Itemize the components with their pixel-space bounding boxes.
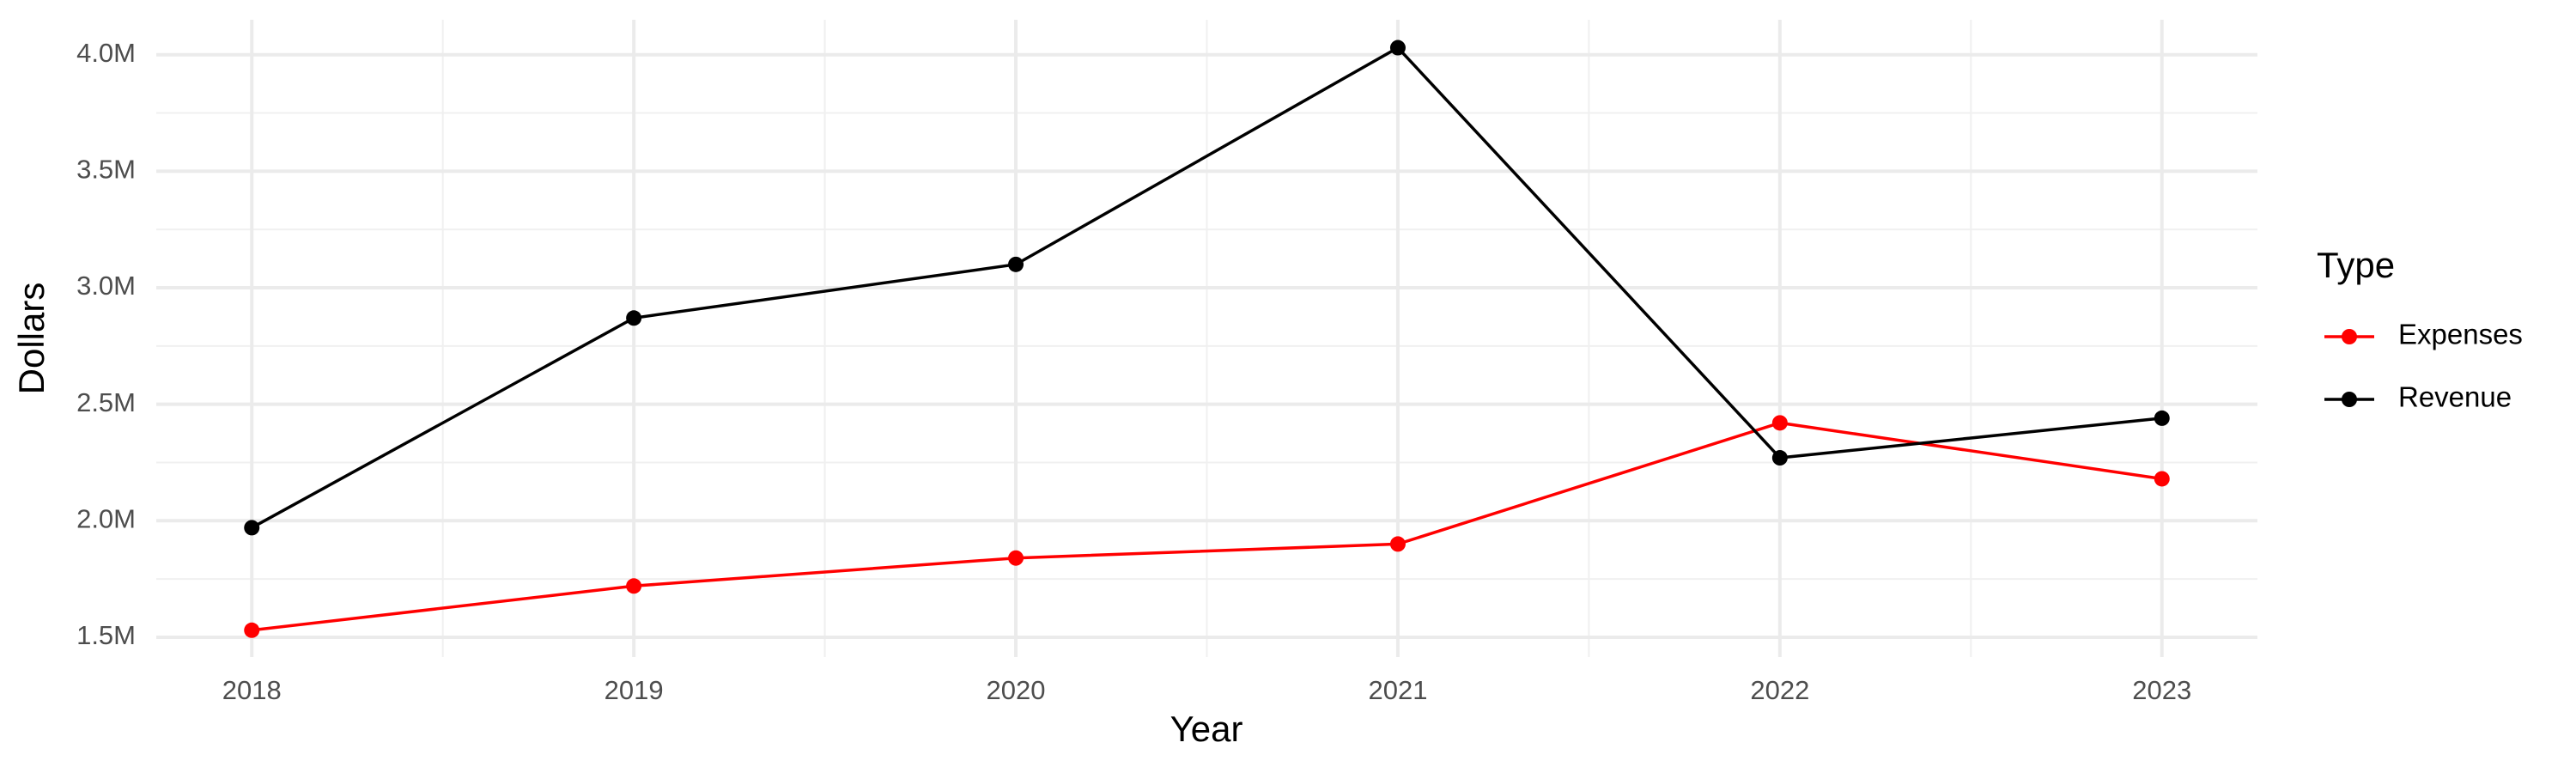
x-tick-label: 2022 xyxy=(1750,675,1809,705)
data-point xyxy=(2154,410,2170,426)
x-tick-label: 2023 xyxy=(2132,675,2191,705)
y-axis-title: Dollars xyxy=(11,283,52,395)
data-point xyxy=(1771,415,1788,431)
x-tick-label: 2018 xyxy=(222,675,282,705)
data-point xyxy=(1389,536,1406,552)
legend-label: Expenses xyxy=(2398,319,2523,350)
x-tick-label: 2020 xyxy=(987,675,1046,705)
data-point xyxy=(1389,40,1406,56)
y-tick-label: 3.0M xyxy=(76,271,136,301)
legend-label: Revenue xyxy=(2398,381,2512,413)
data-point xyxy=(2154,471,2170,487)
data-point xyxy=(1008,256,1024,272)
data-point xyxy=(244,520,260,536)
x-tick-label: 2021 xyxy=(1368,675,1427,705)
y-tick-label: 3.5M xyxy=(76,155,136,185)
series-line xyxy=(252,421,2163,632)
series-line xyxy=(251,46,2162,529)
data-point xyxy=(244,622,260,638)
legend-key-point xyxy=(2342,329,2357,344)
y-tick-label: 1.5M xyxy=(76,620,136,650)
x-tick-label: 2019 xyxy=(605,675,664,705)
y-tick-label: 4.0M xyxy=(76,38,136,68)
y-tick-label: 2.5M xyxy=(76,387,136,417)
y-tick-label: 2.0M xyxy=(76,503,136,533)
data-point xyxy=(1008,550,1024,566)
data-point xyxy=(626,578,642,594)
legend-key-point xyxy=(2342,392,2357,407)
data-point xyxy=(1771,450,1788,466)
x-axis-title: Year xyxy=(1170,709,1243,749)
data-point xyxy=(626,310,642,326)
legend-title: Type xyxy=(2317,245,2395,285)
